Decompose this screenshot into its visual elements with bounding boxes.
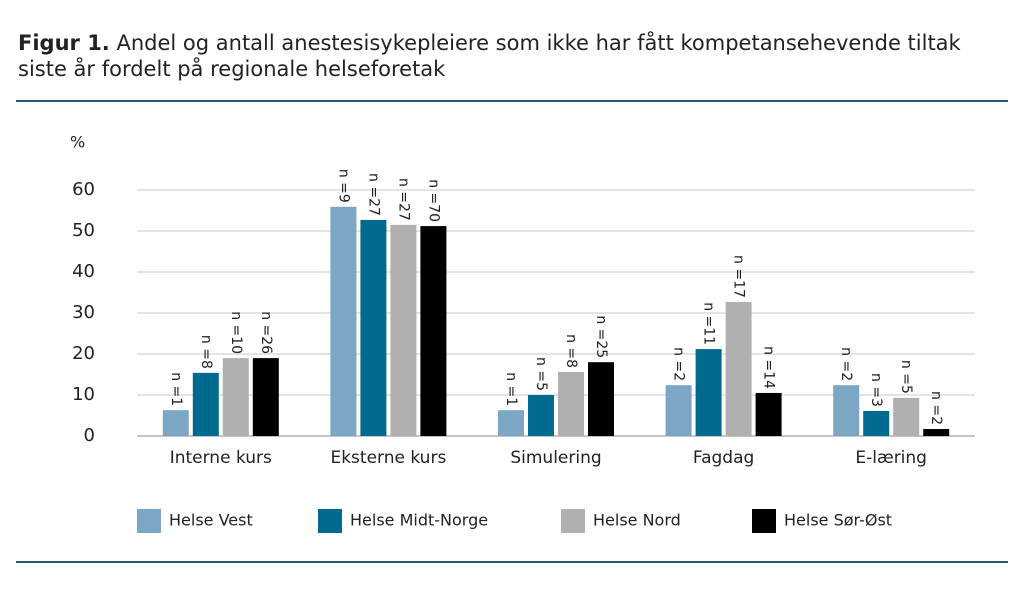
- bar: [330, 206, 357, 436]
- legend-swatch: [752, 509, 776, 533]
- bar: [528, 395, 554, 436]
- bar: [360, 219, 387, 436]
- title-label: Figur 1.: [18, 31, 110, 55]
- n-label: n =9: [335, 169, 351, 203]
- n-label: n =17: [731, 255, 747, 298]
- n-label: n =2: [671, 347, 687, 381]
- bar: [420, 226, 447, 436]
- y-tick-label: 30: [72, 302, 95, 323]
- bar: [252, 358, 279, 436]
- n-label: n =27: [395, 178, 411, 221]
- x-tick-label: E-læring: [855, 448, 927, 468]
- bar: [893, 397, 920, 436]
- n-label: n =11: [701, 302, 717, 345]
- chart-title: Andel og antall anestesisykepleiere som …: [18, 31, 961, 81]
- x-tick-label: Simulering: [510, 448, 601, 468]
- y-axis-label: %: [70, 133, 85, 152]
- x-tick-label: Interne kurs: [170, 448, 272, 468]
- x-tick-label: Eksterne kurs: [330, 448, 446, 468]
- n-label: n =3: [868, 373, 884, 407]
- bar: [588, 362, 614, 436]
- legend-swatch: [318, 509, 342, 533]
- title-block: Figur 1. Andel og antall anestesisykeple…: [18, 30, 1008, 82]
- legend-label: Helse Nord: [593, 511, 681, 530]
- y-tick-label: 0: [84, 425, 95, 446]
- n-label: n =27: [365, 173, 381, 216]
- bar: [498, 410, 524, 436]
- n-label: n =5: [898, 360, 914, 394]
- legend-label: Helse Sør-Øst: [784, 511, 892, 530]
- n-label: n =14: [761, 346, 777, 389]
- bar: [833, 385, 860, 436]
- bar: [863, 410, 890, 436]
- legend-label: Helse Midt-Norge: [350, 511, 488, 530]
- bar: [222, 358, 249, 436]
- y-tick-label: 10: [72, 384, 95, 405]
- n-label: n =26: [258, 311, 274, 354]
- bar: [923, 429, 950, 436]
- bar: [725, 301, 752, 436]
- n-label: n =5: [533, 357, 549, 391]
- n-label: n =8: [198, 335, 214, 369]
- bar: [192, 372, 219, 436]
- bar: [162, 410, 189, 436]
- n-label: n =1: [503, 372, 519, 406]
- legend-label: Helse Vest: [169, 511, 253, 530]
- bar: [665, 385, 692, 436]
- n-label: n =2: [838, 347, 854, 381]
- y-tick-label: 50: [72, 220, 95, 241]
- n-label: n =2: [928, 391, 944, 425]
- y-tick-label: 20: [72, 343, 95, 364]
- n-label: n =1: [168, 372, 184, 406]
- x-tick-label: Fagdag: [693, 448, 754, 468]
- bar: [755, 392, 782, 436]
- n-label: n =8: [563, 334, 579, 368]
- legend-swatch: [137, 509, 161, 533]
- bar: [558, 372, 584, 436]
- bar: [390, 224, 417, 436]
- n-label: n =70: [425, 179, 441, 222]
- y-tick-label: 40: [72, 261, 95, 282]
- bar: [695, 349, 722, 436]
- n-label: n =10: [228, 311, 244, 354]
- y-tick-label: 60: [72, 179, 95, 200]
- n-label: n =25: [593, 315, 609, 358]
- legend-swatch: [561, 509, 585, 533]
